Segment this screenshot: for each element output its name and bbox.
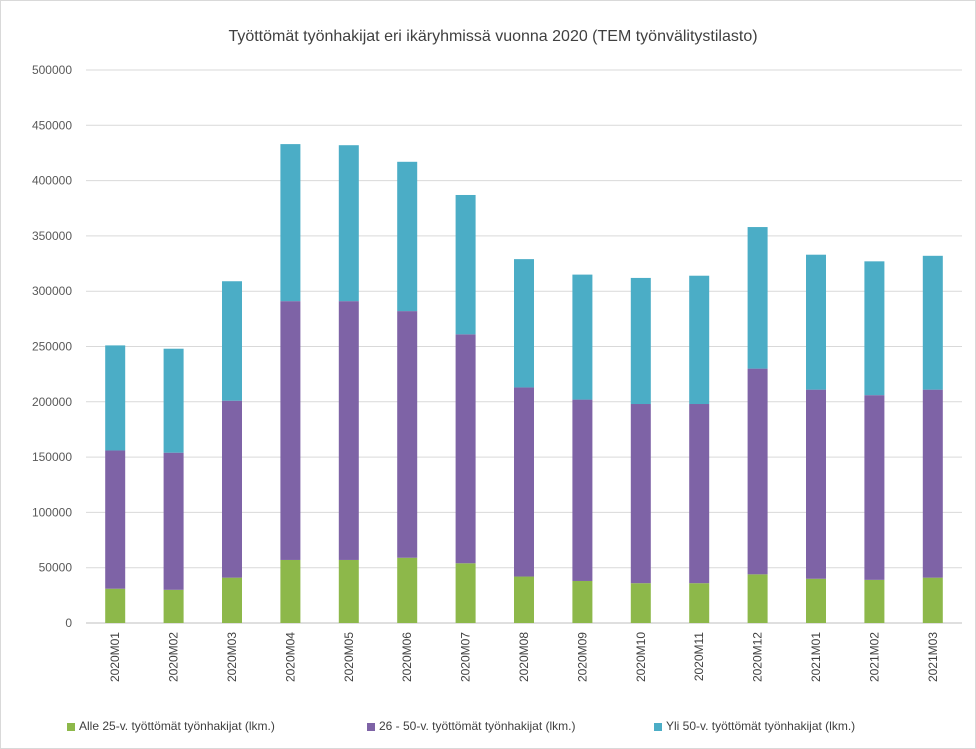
x-tick-label: 2020M02: [167, 632, 181, 682]
bar-segment-2020M10-series-3: [630, 277, 651, 405]
x-tick-label: 2020M08: [517, 632, 531, 682]
legend-swatch-series-3: [654, 723, 662, 731]
x-tick-label: 2020M10: [634, 632, 648, 682]
bar-segment-2021M02-series-1: [864, 579, 885, 623]
bar-segment-2020M09-series-2: [572, 399, 593, 581]
bar-segment-2020M12-series-2: [747, 368, 768, 575]
x-tick-label: 2020M03: [225, 632, 239, 682]
y-tick-label: 350000: [32, 229, 72, 243]
bar-segment-2021M01-series-3: [806, 254, 826, 390]
legend-label-series-1: Alle 25-v. työttömät työnhakijat (lkm.): [79, 719, 275, 733]
bar-segment-2020M07-series-1: [455, 563, 476, 623]
x-tick-label: 2020M04: [283, 632, 297, 682]
bar-segment-2021M01-series-2: [806, 389, 826, 579]
bar-segment-2020M09-series-3: [572, 274, 593, 400]
bar-segment-2020M10-series-2: [630, 404, 651, 584]
bar-segment-2020M12-series-3: [747, 227, 768, 369]
bar-segment-2020M04-series-1: [280, 559, 301, 623]
bar-segment-2020M10-series-1: [630, 583, 651, 623]
bar-segment-2020M05-series-1: [338, 559, 359, 623]
x-tick-label: 2020M05: [342, 632, 356, 682]
bar-segment-2020M05-series-3: [338, 145, 359, 302]
y-tick-label: 400000: [32, 174, 72, 188]
bar-segment-2020M01-series-2: [105, 450, 126, 589]
bar-segment-2020M08-series-2: [514, 387, 534, 577]
bar-segment-2021M03-series-3: [922, 255, 943, 390]
bar-segment-2021M03-series-1: [922, 577, 943, 623]
y-tick-label: 250000: [32, 340, 72, 354]
y-tick-label: 150000: [32, 450, 72, 464]
y-tick-label: 450000: [32, 118, 72, 132]
bar-segment-2020M11-series-3: [689, 275, 710, 405]
x-tick-label: 2020M07: [459, 632, 473, 682]
y-tick-label: 500000: [32, 63, 72, 77]
bar-segment-2020M05-series-2: [338, 301, 359, 560]
bars: [105, 144, 943, 623]
x-tick-label: 2020M01: [108, 632, 122, 682]
legend-swatch-series-2: [367, 723, 375, 731]
bar-segment-2020M03-series-1: [222, 577, 242, 623]
y-tick-label: 300000: [32, 284, 72, 298]
bar-segment-2020M07-series-2: [455, 334, 476, 564]
bar-segment-2020M11-series-2: [689, 404, 710, 584]
x-axis: 2020M01 2020M02 2020M03 2020M04 2020M05 2020M…: [108, 632, 940, 682]
bar-segment-2020M02-series-1: [163, 589, 184, 623]
bar-segment-2020M02-series-3: [163, 348, 184, 453]
legend-label-series-3: Yli 50-v. työttömät työnhakijat (lkm.): [666, 719, 855, 733]
y-tick-label: 0: [65, 616, 72, 630]
chart-title: Työttömät työnhakijat eri ikäryhmissä vu…: [228, 28, 757, 45]
bar-segment-2020M02-series-2: [163, 452, 184, 590]
x-tick-label: 2020M11: [692, 632, 706, 681]
x-tick-label: 2020M06: [400, 632, 414, 682]
bar-segment-2020M01-series-3: [105, 345, 126, 451]
bar-segment-2020M04-series-3: [280, 144, 301, 302]
bar-segment-2020M04-series-2: [280, 301, 301, 560]
y-tick-label: 50000: [39, 561, 73, 575]
bar-segment-2020M06-series-1: [397, 557, 418, 623]
bar-segment-2020M12-series-1: [747, 574, 768, 623]
bar-segment-2020M08-series-3: [514, 259, 534, 388]
bar-segment-2020M09-series-1: [572, 580, 593, 623]
bar-segment-2021M02-series-2: [864, 395, 885, 580]
bar-segment-2020M03-series-2: [222, 400, 242, 578]
bar-segment-2020M08-series-1: [514, 576, 534, 623]
bar-segment-2020M11-series-1: [689, 583, 710, 623]
bar-segment-2020M03-series-3: [222, 281, 242, 401]
bar-segment-2020M06-series-2: [397, 311, 418, 558]
bar-segment-2021M02-series-3: [864, 261, 885, 396]
bar-segment-2020M01-series-1: [105, 588, 126, 623]
legend-label-series-2: 26 - 50-v. työttömät työnhakijat (lkm.): [379, 719, 576, 733]
legend-swatch-series-1: [67, 723, 75, 731]
x-tick-label: 2020M09: [575, 632, 589, 682]
bar-segment-2020M06-series-3: [397, 161, 418, 312]
bar-segment-2021M03-series-2: [922, 389, 943, 578]
y-tick-label: 100000: [32, 505, 72, 519]
y-axis: 0 50000 100000 150000 200000 250000 300000 3500…: [32, 63, 72, 630]
x-tick-label: 2021M03: [926, 632, 940, 682]
bar-segment-2020M07-series-3: [455, 194, 476, 335]
legend: Alle 25-v. työttömät työnhakijat (lkm.) 2…: [67, 719, 855, 733]
bar-segment-2021M01-series-1: [806, 578, 826, 623]
x-tick-label: 2021M01: [809, 632, 823, 682]
x-tick-label: 2020M12: [751, 632, 765, 682]
x-tick-label: 2021M02: [867, 632, 881, 682]
y-tick-label: 200000: [32, 395, 72, 409]
